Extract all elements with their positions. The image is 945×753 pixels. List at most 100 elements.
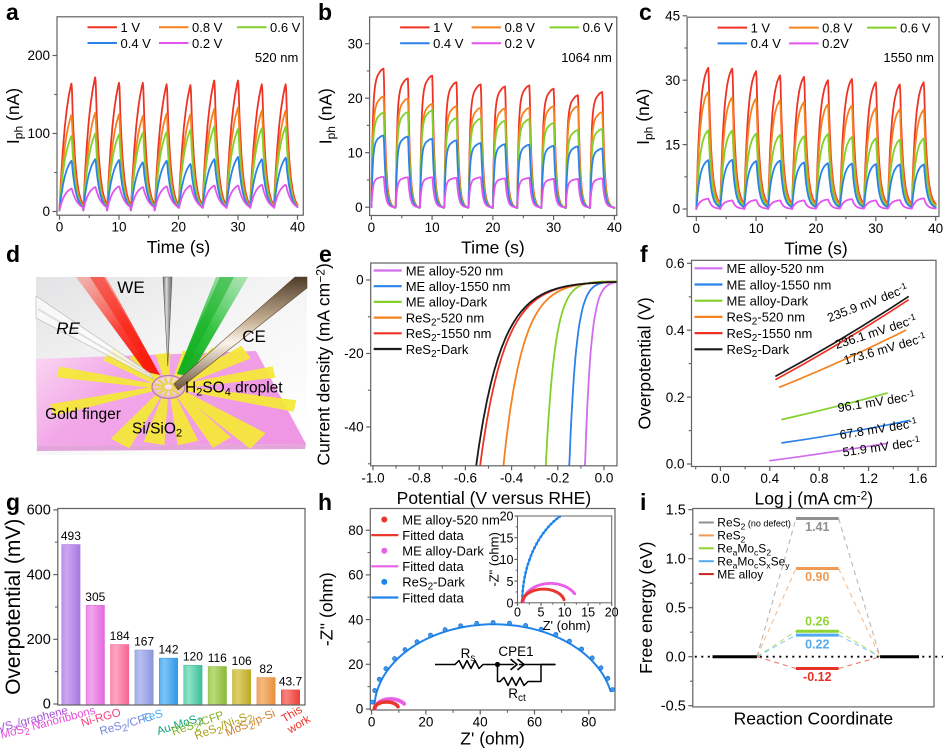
svg-text:10: 10 [111, 220, 126, 235]
svg-text:40: 40 [473, 715, 488, 730]
svg-text:40: 40 [928, 221, 943, 236]
svg-text:ReS2-1550 nm: ReS2-1550 nm [727, 326, 813, 344]
svg-text:184: 184 [110, 629, 130, 643]
svg-text:1550 nm: 1550 nm [883, 50, 934, 65]
svg-text:-0.8: -0.8 [408, 470, 431, 485]
svg-text:400: 400 [27, 567, 51, 583]
svg-text:ReS2-520 nm: ReS2-520 nm [406, 310, 485, 328]
svg-text:ME alloy-Dark: ME alloy-Dark [406, 295, 488, 310]
svg-text:10: 10 [425, 220, 440, 235]
svg-text:Time (s): Time (s) [461, 238, 525, 258]
svg-text:45: 45 [665, 9, 680, 24]
svg-text:5: 5 [538, 605, 545, 619]
svg-text:20: 20 [500, 510, 514, 524]
svg-text:Fitted data: Fitted data [402, 590, 464, 605]
svg-text:ME alloy-Dark: ME alloy-Dark [402, 544, 484, 559]
svg-text:ME alloy-Dark: ME alloy-Dark [727, 294, 809, 309]
svg-text:H2SO4 droplet: H2SO4 droplet [185, 380, 283, 399]
svg-text:20: 20 [171, 220, 186, 235]
svg-text:10: 10 [558, 605, 572, 619]
svg-text:ReaMocS2: ReaMocS2 [717, 542, 771, 558]
svg-text:0.2 V: 0.2 V [192, 36, 223, 51]
svg-text:60: 60 [527, 715, 542, 730]
svg-text:5: 5 [507, 575, 514, 589]
svg-text:ReS2-Dark: ReS2-Dark [406, 342, 469, 360]
svg-text:ReS2-Dark: ReS2-Dark [727, 342, 790, 360]
svg-text:30: 30 [868, 221, 883, 236]
svg-text:-0.6: -0.6 [454, 470, 477, 485]
svg-text:c: c [639, 0, 652, 25]
svg-text:f: f [640, 241, 648, 267]
svg-text:h: h [318, 489, 332, 515]
svg-text:0.8 V: 0.8 V [192, 20, 223, 35]
svg-text:0.4: 0.4 [760, 471, 779, 486]
svg-text:40: 40 [290, 220, 305, 235]
svg-text:ReS2-Dark: ReS2-Dark [402, 575, 465, 593]
svg-text:0.90: 0.90 [805, 570, 829, 584]
svg-text:10: 10 [500, 553, 514, 567]
svg-text:-0.12: -0.12 [803, 670, 832, 684]
svg-text:Potential (V versus RHE): Potential (V versus RHE) [397, 488, 592, 508]
svg-text:a: a [6, 0, 19, 25]
svg-text:-Z'' (ohm): -Z'' (ohm) [316, 572, 336, 646]
svg-text:15: 15 [665, 137, 680, 152]
svg-text:0: 0 [368, 715, 376, 730]
svg-text:40: 40 [607, 220, 622, 235]
svg-text:Free energy (eV): Free energy (eV) [636, 542, 656, 674]
svg-text:ReS2-520 nm: ReS2-520 nm [727, 310, 806, 328]
svg-text:116: 116 [208, 651, 227, 665]
svg-text:d: d [6, 241, 20, 267]
svg-text:30: 30 [230, 220, 245, 235]
svg-text:0.4 V: 0.4 V [751, 36, 782, 51]
svg-text:ME alloy: ME alloy [717, 567, 763, 581]
svg-text:30: 30 [348, 36, 363, 51]
svg-text:CPE1: CPE1 [498, 644, 533, 659]
svg-text:1.0: 1.0 [666, 551, 686, 567]
svg-text:0: 0 [507, 597, 514, 611]
svg-text:0.5: 0.5 [666, 600, 686, 616]
svg-text:Reaction Coordinate: Reaction Coordinate [734, 708, 894, 728]
svg-text:30: 30 [546, 220, 561, 235]
svg-text:0: 0 [42, 204, 50, 219]
svg-text:Z' (ohm): Z' (ohm) [543, 618, 591, 633]
svg-text:10: 10 [749, 221, 764, 236]
svg-text:520 nm: 520 nm [255, 50, 298, 65]
svg-text:1.41: 1.41 [805, 520, 829, 534]
svg-text:142: 142 [158, 643, 178, 657]
svg-text:43.7: 43.7 [279, 674, 303, 688]
svg-text:ReS2-1550 nm: ReS2-1550 nm [406, 326, 492, 344]
svg-text:1064 nm: 1064 nm [561, 50, 612, 65]
svg-text:0: 0 [356, 702, 364, 717]
svg-text:0.4 V: 0.4 V [121, 36, 152, 51]
svg-text:20: 20 [418, 715, 433, 730]
svg-text:-0.4: -0.4 [500, 470, 524, 485]
svg-text:0.2V: 0.2V [822, 36, 849, 51]
svg-text:Time (s): Time (s) [784, 239, 848, 259]
svg-text:0.2: 0.2 [666, 390, 685, 405]
svg-text:0.6 V: 0.6 V [583, 20, 614, 35]
svg-text:15: 15 [581, 605, 595, 619]
svg-text:Gold finger: Gold finger [45, 406, 121, 423]
svg-text:305: 305 [85, 590, 105, 604]
svg-text:20: 20 [808, 221, 823, 236]
svg-text:-0.5: -0.5 [661, 698, 686, 714]
svg-text:b: b [318, 0, 332, 25]
svg-text:100: 100 [27, 126, 50, 141]
svg-text:0.6: 0.6 [666, 256, 685, 271]
svg-text:ME alloy-520 nm: ME alloy-520 nm [402, 512, 500, 527]
svg-text:40: 40 [348, 612, 363, 627]
svg-text:0.26: 0.26 [805, 615, 829, 629]
svg-text:82: 82 [259, 662, 273, 676]
svg-text:Fitted data: Fitted data [402, 559, 464, 574]
svg-text:e: e [319, 241, 332, 267]
svg-text:0.22: 0.22 [805, 638, 829, 652]
svg-text:600: 600 [27, 503, 51, 519]
svg-text:-20: -20 [344, 346, 364, 361]
svg-text:Overpotential (mV): Overpotential (mV) [2, 519, 25, 695]
svg-text:0.8 V: 0.8 V [822, 20, 853, 35]
svg-text:Z' (ohm): Z' (ohm) [460, 729, 525, 749]
svg-text:ReaMocSxSey: ReaMocSxSey [717, 554, 790, 570]
svg-text:120: 120 [183, 650, 203, 664]
svg-text:0.0: 0.0 [595, 470, 614, 485]
svg-text:0.2 V: 0.2 V [505, 36, 536, 51]
